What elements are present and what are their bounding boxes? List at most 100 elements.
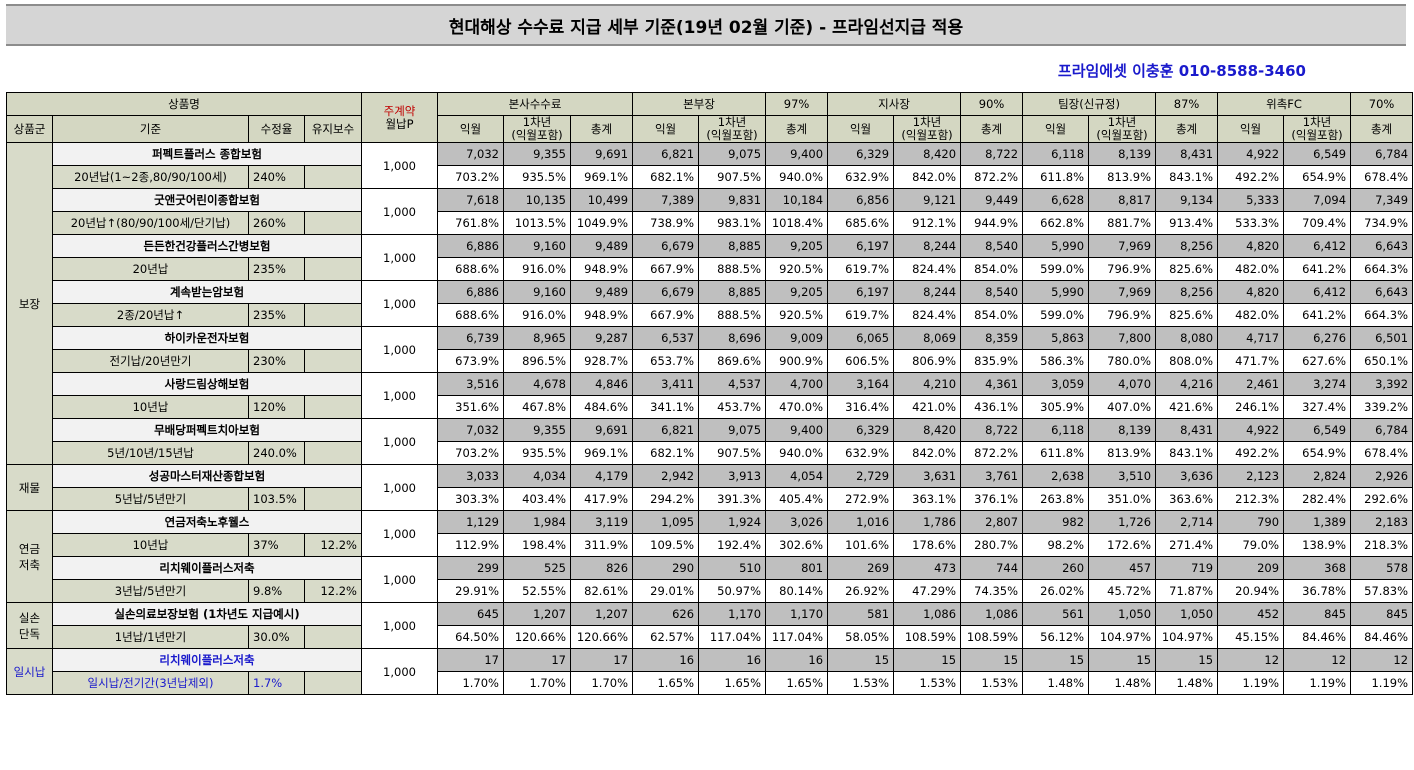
product-name: 굿앤굿어린이종합보험: [52, 188, 362, 213]
commission-amount: 4,922: [1217, 418, 1285, 443]
commission-amount: 9,489: [569, 280, 634, 305]
commission-amount: 4,179: [569, 464, 634, 489]
maintain-fee-cell: 12.2%: [304, 533, 362, 558]
commission-rate: 218.3%: [1350, 533, 1414, 558]
commission-amount: 2,123: [1217, 464, 1285, 489]
commission-rate: 246.1%: [1217, 395, 1285, 420]
header-section-percent: 90%: [960, 92, 1024, 116]
commission-rate: 57.83%: [1350, 579, 1414, 604]
modify-rate-cell: 235%: [248, 303, 305, 328]
commission-rate: 650.1%: [1350, 349, 1414, 374]
commission-amount: 9,287: [569, 326, 634, 351]
commission-rate: 842.0%: [893, 165, 962, 190]
monthly-premium: 1,000: [361, 602, 438, 650]
commission-rate: 881.7%: [1088, 211, 1157, 236]
commission-rate: 98.2%: [1022, 533, 1090, 558]
commission-rate: 709.4%: [1283, 211, 1352, 236]
table-row: 리치웨이플러스저축 1,000 299 525 826 290 510 801 269 473 74…: [7, 556, 1414, 604]
commission-rate: 913.4%: [1155, 211, 1219, 236]
commission-amount: 290: [632, 556, 700, 581]
basis-cell: 10년납: [52, 533, 249, 558]
header-product-name: 상품명: [6, 92, 362, 116]
commission-rate: 935.5%: [503, 165, 571, 190]
commission-amount: 12: [1283, 648, 1352, 673]
basis-cell: 20년납: [52, 257, 249, 282]
table-row: 일시납/전기간(3년납제외) 1.7% 1.70% 1.70% 1.70% 1.65% 1.…: [7, 671, 1414, 696]
commission-rate: 1.65%: [698, 671, 767, 696]
commission-rate: 619.7%: [827, 303, 895, 328]
commission-rate: 104.97%: [1088, 625, 1157, 650]
commission-amount: 2,714: [1155, 510, 1219, 535]
commission-amount: 15: [827, 648, 895, 673]
commission-amount: 9,691: [569, 418, 634, 443]
commission-rate: 654.9%: [1283, 441, 1352, 466]
commission-rate: 632.9%: [827, 165, 895, 190]
table-row: 3년납/5년만기 9.8% 12.2% 29.91% 52.55% 82.61% 29.01…: [7, 579, 1414, 604]
commission-amount: 6,197: [827, 280, 895, 305]
commission-rate: 654.9%: [1283, 165, 1352, 190]
product-name: 무배당퍼펙트치아보험: [52, 418, 362, 443]
table-row: 실손 단독 실손의료보장보험 (1차년도 지급예시) 1,000 645 1,207 1,2…: [6, 602, 1414, 650]
header-section-percent: 70%: [1350, 92, 1414, 116]
commission-rate: 484.6%: [569, 395, 634, 420]
commission-amount: 8,420: [893, 418, 962, 443]
commission-rate: 1.53%: [960, 671, 1024, 696]
commission-rate: 467.8%: [503, 395, 571, 420]
commission-rate: 303.3%: [437, 487, 504, 512]
commission-rate: 327.4%: [1283, 395, 1352, 420]
commission-amount: 9,355: [503, 142, 571, 167]
commission-rate: 586.3%: [1022, 349, 1090, 374]
commission-amount: 368: [1283, 556, 1352, 581]
commission-amount: 5,333: [1217, 188, 1285, 213]
monthly-premium: 1,000: [361, 372, 438, 420]
monthly-premium: 1,000: [361, 280, 438, 328]
commission-rate: 662.8%: [1022, 211, 1090, 236]
commission-rate: 391.3%: [698, 487, 767, 512]
commission-rate: 302.6%: [765, 533, 829, 558]
commission-rate: 84.46%: [1350, 625, 1414, 650]
commission-rate: 682.1%: [632, 441, 700, 466]
commission-rate: 969.1%: [569, 165, 634, 190]
commission-amount: 299: [437, 556, 504, 581]
contact-info: 프라임에셋 이충훈 010-8588-3460: [1057, 62, 1306, 80]
commission-amount: 8,139: [1088, 418, 1157, 443]
commission-amount: 6,821: [632, 142, 700, 167]
commission-amount: 8,256: [1155, 280, 1219, 305]
commission-rate: 104.97%: [1155, 625, 1219, 650]
commission-rate: 920.5%: [765, 257, 829, 282]
header-main-contract-line2: 월납P: [385, 116, 414, 131]
commission-amount: 1,170: [765, 602, 829, 627]
monthly-premium: 1,000: [361, 464, 438, 512]
header-section-percent: 97%: [765, 92, 829, 116]
commission-rate: 316.4%: [827, 395, 895, 420]
commission-rate: 808.0%: [1155, 349, 1219, 374]
product-name: 하이카운전자보험: [52, 326, 362, 351]
commission-rate: 376.1%: [960, 487, 1024, 512]
commission-rate: 58.05%: [827, 625, 895, 650]
modify-rate-cell: 235%: [248, 257, 305, 282]
commission-amount: 15: [1088, 648, 1157, 673]
table-row: 10년납 120% 351.6% 467.8% 484.6% 341.1% 453.7% 47…: [7, 395, 1414, 420]
commission-rate: 653.7%: [632, 349, 700, 374]
commission-rate: 896.5%: [503, 349, 571, 374]
commission-rate: 311.9%: [569, 533, 634, 558]
maintain-fee-cell: [304, 395, 362, 420]
commission-rate: 940.0%: [765, 441, 829, 466]
commission-amount: 578: [1350, 556, 1414, 581]
commission-amount: 1,086: [893, 602, 962, 627]
commission-amount: 10,184: [765, 188, 829, 213]
commission-rate: 606.5%: [827, 349, 895, 374]
commission-amount: 8,069: [893, 326, 962, 351]
header-year1-line1: 1차년: [912, 115, 942, 129]
commission-rate: 611.8%: [1022, 165, 1090, 190]
commission-rate: 212.3%: [1217, 487, 1285, 512]
basis-cell: 전기납/20년만기: [52, 349, 249, 374]
commission-rate: 20.94%: [1217, 579, 1285, 604]
commission-rate: 1.48%: [1155, 671, 1219, 696]
table-row: 재물 성공마스터재산종합보험 1,000 3,033 4,034 4,179 2,942 3,…: [6, 464, 1414, 512]
commission-amount: 17: [437, 648, 504, 673]
maintain-fee-cell: [304, 625, 362, 650]
commission-rate: 421.0%: [893, 395, 962, 420]
header-year1-line2: (익월포함): [1291, 128, 1343, 143]
commission-rate: 780.0%: [1088, 349, 1157, 374]
